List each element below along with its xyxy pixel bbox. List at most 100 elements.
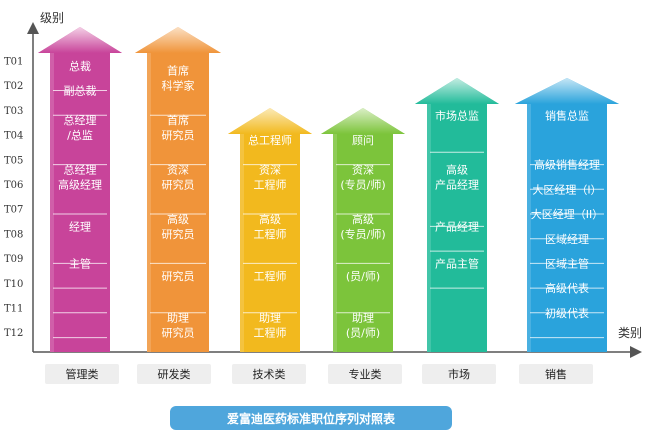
level-label: T12 — [4, 328, 23, 339]
position-label: 总经理 — [64, 113, 97, 127]
column-arrow — [321, 108, 405, 352]
position-label: 助理 — [352, 311, 374, 325]
column-highlight — [333, 134, 337, 352]
position-label: /总监 — [67, 128, 93, 142]
column-arrow-head — [321, 108, 405, 134]
position-label: 研究员 — [162, 326, 195, 340]
level-label: T07 — [4, 205, 23, 216]
title-banner: 爱富迪医药标准职位序列对照表 — [170, 406, 452, 430]
position-label: 初级代表 — [545, 306, 589, 320]
columns: 总裁副总裁总经理/总监总经理高级经理经理主管首席科学家首席研究员资深研究员高级研… — [38, 27, 619, 352]
position-label: 工程师 — [254, 327, 287, 340]
position-label: 高级 — [352, 212, 374, 226]
x-axis-label: 类别 — [618, 326, 642, 340]
position-label: 顾问 — [352, 134, 374, 147]
category-box — [232, 364, 306, 384]
position-label: (员/师) — [346, 270, 380, 283]
column-arrow — [135, 27, 221, 352]
position-label: 研究员 — [162, 227, 195, 241]
position-label: 工程师 — [254, 270, 287, 283]
position-label: 资深 — [352, 164, 374, 177]
level-label: T11 — [4, 304, 23, 315]
position-label: 研究员 — [162, 178, 195, 192]
page-title: 爱富迪医药标准职位序列对照表 — [227, 411, 396, 426]
level-label: T05 — [4, 155, 23, 166]
position-label: 区域经理 — [545, 233, 589, 246]
position-label: 科学家 — [162, 79, 195, 93]
level-ticks: T01 T02 T03 T04 T05 T06 T07 T08 T09 T10 T11 T12 — [4, 57, 23, 340]
position-label: 经理 — [69, 220, 91, 233]
position-label: 高级代表 — [545, 281, 589, 295]
position-label: 资深 — [167, 164, 189, 177]
position-label: 高级 — [446, 163, 468, 177]
level-label: T06 — [4, 180, 23, 191]
column-arrow — [228, 108, 312, 352]
category-box — [519, 364, 593, 384]
position-label: 主管 — [69, 256, 91, 270]
column-arrow-head — [38, 27, 122, 53]
category-label: 市场 — [422, 364, 496, 384]
column-arrow — [38, 27, 122, 352]
category-text: 技术类 — [253, 367, 286, 381]
level-label: T01 — [4, 57, 23, 68]
position-label: 首席 — [167, 64, 189, 78]
position-label: 市场总监 — [435, 108, 479, 122]
level-label: T03 — [4, 106, 23, 117]
column-arrow-head — [415, 78, 499, 104]
position-label: (专员/师) — [340, 227, 385, 241]
level-label: T09 — [4, 254, 23, 265]
category-box — [422, 364, 496, 384]
category-label: 专业类 — [328, 364, 402, 384]
category-text: 管理类 — [66, 367, 99, 381]
category-label: 技术类 — [232, 364, 306, 384]
position-label: (员/师) — [346, 327, 380, 340]
category-text: 销售 — [545, 367, 567, 381]
position-label: 资深 — [259, 164, 281, 177]
column-highlight — [427, 104, 431, 352]
column-arrow — [515, 78, 619, 352]
position-label: 高级经理 — [58, 178, 102, 192]
position-label: 高级销售经理 — [534, 158, 600, 172]
column-arrow-head — [135, 27, 221, 53]
position-label: 产品经理 — [435, 178, 479, 192]
column-arrow-head — [228, 108, 312, 134]
position-label: 区域主管 — [545, 256, 589, 270]
category-box — [45, 364, 119, 384]
category-label: 销售 — [519, 364, 593, 384]
position-label: (专员/师) — [340, 178, 385, 192]
position-label: 销售总监 — [545, 108, 589, 122]
position-label: 产品主管 — [435, 256, 479, 270]
column-highlight — [147, 53, 151, 352]
position-label: 工程师 — [254, 179, 287, 192]
category-text: 专业类 — [349, 367, 382, 381]
category-labels: 管理类 研发类 技术类 专业类 市场 销售 — [45, 364, 593, 384]
position-label: 总工程师 — [248, 133, 292, 147]
column-highlight — [240, 134, 244, 352]
position-label: 高级 — [167, 212, 189, 226]
category-box — [328, 364, 402, 384]
position-label: 总裁 — [69, 59, 91, 73]
category-label: 研发类 — [137, 364, 211, 384]
title-banner-background — [170, 406, 452, 430]
position-label: 助理 — [259, 311, 281, 325]
position-label: 大区经理（II） — [531, 207, 604, 221]
category-box — [137, 364, 211, 384]
position-label: 研究员 — [162, 269, 195, 283]
level-label: T10 — [4, 279, 23, 290]
category-text: 研发类 — [158, 367, 191, 381]
level-label: T02 — [4, 81, 23, 92]
position-label: 大区经理（I） — [532, 182, 601, 196]
level-label: T04 — [4, 131, 23, 142]
position-label: 工程师 — [254, 228, 287, 241]
position-label: 助理 — [167, 311, 189, 325]
level-label: T08 — [4, 229, 23, 240]
position-label: 研究员 — [162, 128, 195, 142]
position-label: 高级 — [259, 212, 281, 226]
